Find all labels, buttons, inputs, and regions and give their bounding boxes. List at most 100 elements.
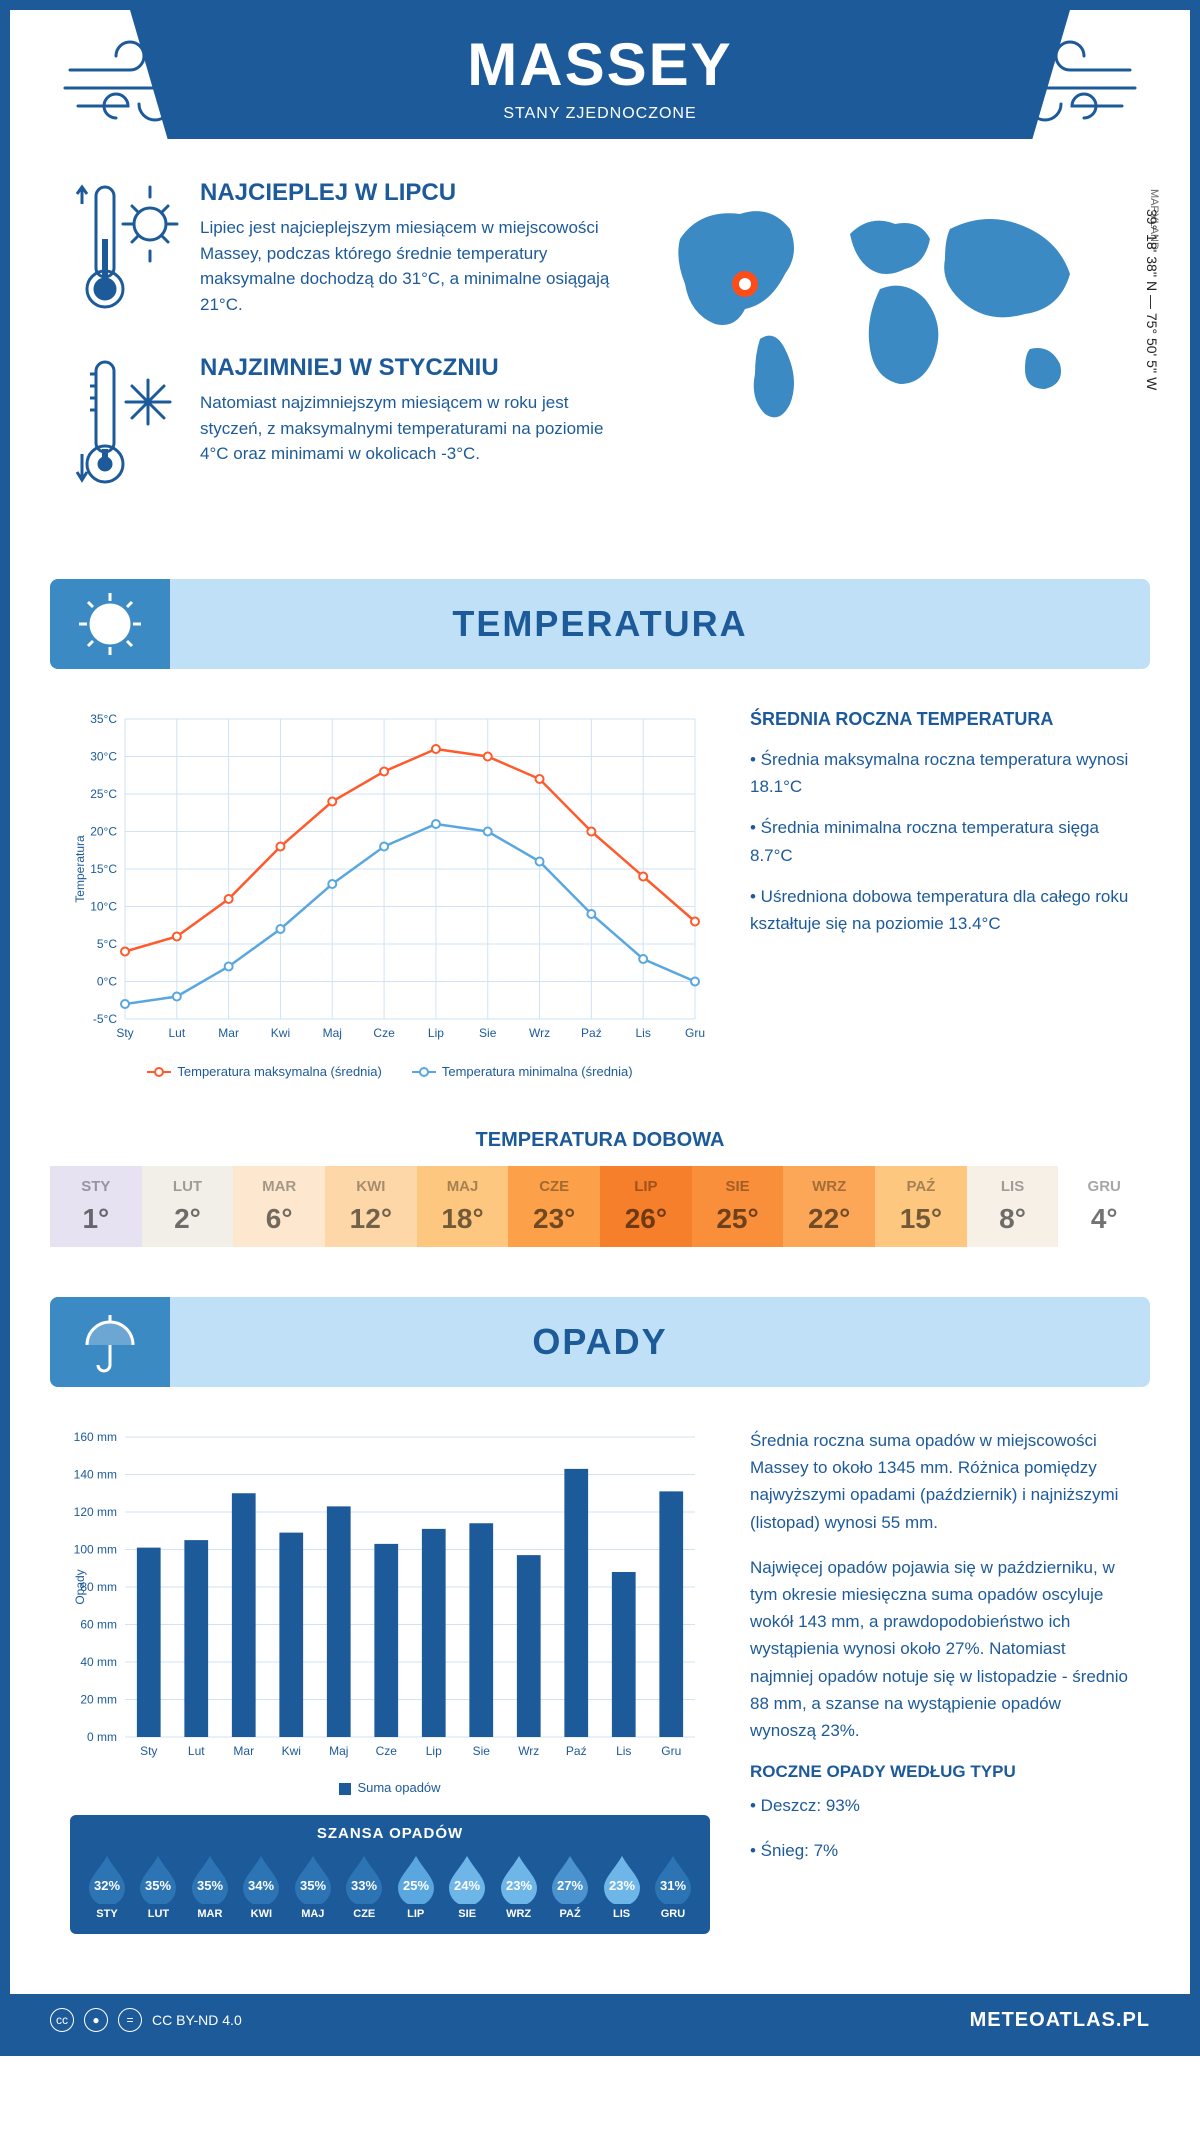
svg-text:31%: 31% (660, 1878, 686, 1893)
temperature-line-chart: -5°C0°C5°C10°C15°C20°C25°C30°C35°CStyLut… (70, 709, 710, 1049)
umbrella-icon (75, 1307, 145, 1377)
world-map (650, 179, 1110, 439)
svg-text:Kwi: Kwi (271, 1026, 290, 1040)
svg-text:160 mm: 160 mm (74, 1430, 117, 1444)
svg-text:Paź: Paź (581, 1026, 602, 1040)
daily-cell: MAR6° (233, 1166, 325, 1247)
rain-drop: 25%LIP (393, 1852, 439, 1920)
svg-text:Wrz: Wrz (529, 1026, 550, 1040)
rain-type-bullet: • Śnieg: 7% (750, 1837, 1130, 1864)
svg-text:5°C: 5°C (97, 937, 117, 951)
svg-text:Paź: Paź (566, 1744, 587, 1758)
svg-text:24%: 24% (454, 1878, 480, 1893)
temp-title: TEMPERATURA (452, 603, 747, 645)
svg-text:32%: 32% (94, 1878, 120, 1893)
daily-cell: LIS8° (967, 1166, 1059, 1247)
rain-drop: 31%GRU (650, 1852, 696, 1920)
svg-text:Maj: Maj (329, 1744, 348, 1758)
rain-drop: 33%CZE (341, 1852, 387, 1920)
svg-text:Kwi: Kwi (282, 1744, 301, 1758)
svg-text:Sty: Sty (116, 1026, 133, 1040)
svg-text:34%: 34% (248, 1878, 274, 1893)
daily-cell: CZE23° (508, 1166, 600, 1247)
svg-text:23%: 23% (609, 1878, 635, 1893)
rain-type-bullet: • Deszcz: 93% (750, 1792, 1130, 1819)
rain-chance-panel: SZANSA OPADÓW 32%STY35%LUT35%MAR34%KWI35… (70, 1815, 710, 1934)
thermometer-hot-icon (70, 179, 180, 324)
svg-text:23%: 23% (506, 1878, 532, 1893)
temp-bullet: • Średnia minimalna roczna temperatura s… (750, 814, 1130, 868)
svg-text:0 mm: 0 mm (87, 1730, 117, 1744)
svg-text:27%: 27% (557, 1878, 583, 1893)
rain-drop: 35%LUT (135, 1852, 181, 1920)
temp-bullet: • Uśredniona dobowa temperatura dla całe… (750, 883, 1130, 937)
license-text: CC BY-ND 4.0 (152, 2012, 242, 2028)
svg-text:10°C: 10°C (90, 900, 117, 914)
precipitation-bar-chart: 0 mm20 mm40 mm60 mm80 mm100 mm120 mm140 … (70, 1427, 710, 1767)
svg-text:35%: 35% (197, 1878, 223, 1893)
svg-text:20°C: 20°C (90, 825, 117, 839)
svg-text:Lip: Lip (428, 1026, 444, 1040)
temp-chart-legend: Temperatura maksymalna (średnia)Temperat… (70, 1064, 710, 1079)
rain-section-header: OPADY (50, 1297, 1150, 1387)
hot-text: Lipiec jest najcieplejszym miesiącem w m… (200, 215, 610, 317)
thermometer-cold-icon (70, 354, 180, 499)
cc-icon: cc (50, 2008, 74, 2032)
svg-text:40 mm: 40 mm (80, 1655, 117, 1669)
svg-text:25°C: 25°C (90, 787, 117, 801)
daily-cell: GRU4° (1058, 1166, 1150, 1247)
svg-text:Maj: Maj (323, 1026, 342, 1040)
svg-text:Sie: Sie (473, 1744, 491, 1758)
svg-text:Lut: Lut (168, 1026, 185, 1040)
daily-cell: LUT2° (142, 1166, 234, 1247)
svg-text:-5°C: -5°C (93, 1012, 117, 1026)
rain-drop: 35%MAJ (290, 1852, 336, 1920)
svg-text:0°C: 0°C (97, 975, 117, 989)
svg-text:Sie: Sie (479, 1026, 497, 1040)
svg-text:35%: 35% (145, 1878, 171, 1893)
svg-text:Opady: Opady (73, 1569, 87, 1604)
svg-text:Cze: Cze (376, 1744, 398, 1758)
svg-text:100 mm: 100 mm (74, 1543, 117, 1557)
temp-section-header: TEMPERATURA (50, 579, 1150, 669)
svg-text:35°C: 35°C (90, 712, 117, 726)
svg-text:60 mm: 60 mm (80, 1618, 117, 1632)
temp-bullet: • Średnia maksymalna roczna temperatura … (750, 746, 1130, 800)
daily-cell: LIP26° (600, 1166, 692, 1247)
svg-text:Gru: Gru (685, 1026, 705, 1040)
cold-title: NAJZIMNIEJ W STYCZNIU (200, 354, 610, 382)
city-title: MASSEY (130, 30, 1070, 99)
rain-title: OPADY (532, 1321, 667, 1363)
by-icon: ● (84, 2008, 108, 2032)
site-name: METEOATLAS.PL (970, 2009, 1150, 2032)
svg-text:140 mm: 140 mm (74, 1468, 117, 1482)
svg-text:Wrz: Wrz (518, 1744, 539, 1758)
svg-text:120 mm: 120 mm (74, 1505, 117, 1519)
hot-title: NAJCIEPLEJ W LIPCU (200, 179, 610, 207)
svg-text:Temperatura: Temperatura (73, 835, 87, 903)
daily-cell: SIE25° (692, 1166, 784, 1247)
daily-temperature-row: STY1°LUT2°MAR6°KWI12°MAJ18°CZE23°LIP26°S… (50, 1166, 1150, 1247)
rain-text-1: Średnia roczna suma opadów w miejscowośc… (750, 1427, 1130, 1536)
daily-cell: KWI12° (325, 1166, 417, 1247)
svg-text:Lip: Lip (426, 1744, 442, 1758)
svg-text:Cze: Cze (373, 1026, 395, 1040)
chance-title: SZANSA OPADÓW (84, 1825, 696, 1842)
temp-annual-title: ŚREDNIA ROCZNA TEMPERATURA (750, 709, 1130, 730)
rain-drop: 23%LIS (599, 1852, 645, 1920)
rain-drop: 23%WRZ (496, 1852, 542, 1920)
svg-text:Mar: Mar (218, 1026, 239, 1040)
header-banner: MASSEY STANY ZJEDNOCZONE (130, 10, 1070, 139)
svg-text:15°C: 15°C (90, 862, 117, 876)
nd-icon: = (118, 2008, 142, 2032)
svg-text:Lis: Lis (636, 1026, 651, 1040)
country-subtitle: STANY ZJEDNOCZONE (130, 105, 1070, 123)
svg-text:Lis: Lis (616, 1744, 631, 1758)
svg-text:Gru: Gru (661, 1744, 681, 1758)
daily-cell: PAŹ15° (875, 1166, 967, 1247)
rain-drop: 27%PAŹ (547, 1852, 593, 1920)
svg-text:Mar: Mar (233, 1744, 254, 1758)
footer: cc ● = CC BY-ND 4.0 METEOATLAS.PL (10, 1994, 1190, 2046)
svg-text:Sty: Sty (140, 1744, 157, 1758)
rain-drop: 34%KWI (238, 1852, 284, 1920)
